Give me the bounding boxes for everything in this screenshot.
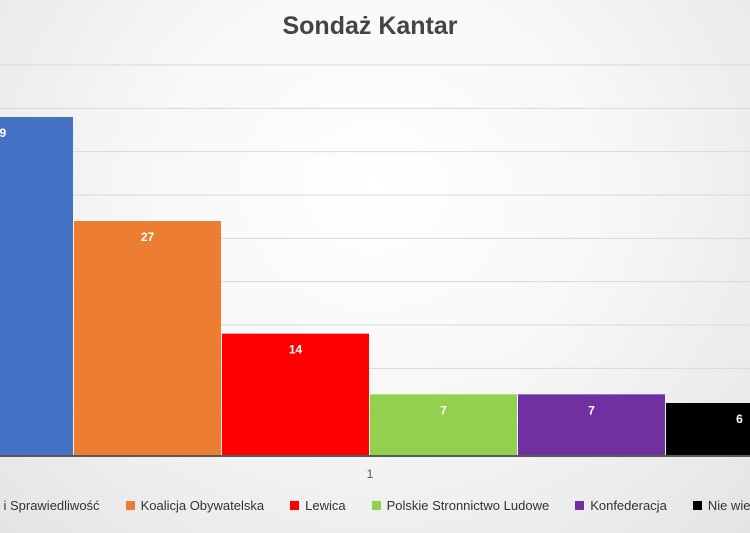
legend-label: Koalicja Obywatelska xyxy=(140,498,265,513)
chart-title: Sondaż Kantar xyxy=(282,12,458,40)
legend-label: Nie wiem xyxy=(707,498,750,513)
bar xyxy=(518,394,665,455)
bar xyxy=(0,117,73,455)
bar xyxy=(222,333,369,455)
legend-swatch xyxy=(692,501,702,510)
x-axis: 1 xyxy=(0,455,750,481)
legend-label: Lewica xyxy=(305,498,346,513)
legend-label: Polskie Stronnictwo Ludowe xyxy=(386,498,550,513)
legend-item: Nie wiem xyxy=(692,498,750,513)
legend-swatch xyxy=(371,501,381,510)
legend-label: Konfederacja xyxy=(590,498,667,513)
bar xyxy=(74,221,221,455)
legend-label: Prawo i Sprawiedliwość xyxy=(0,498,100,513)
bar xyxy=(666,403,750,455)
legend-item: Lewica xyxy=(290,498,346,513)
data-label: 7 xyxy=(440,403,447,417)
bars: 39 27 14 7 7 6 xyxy=(0,117,750,455)
data-label: 39 xyxy=(0,126,6,140)
legend-item: Polskie Stronnictwo Ludowe xyxy=(371,498,550,513)
legend: Prawo i Sprawiedliwość Koalicja Obywatels… xyxy=(0,498,750,513)
legend-item: Konfederacja xyxy=(575,498,667,513)
data-label: 14 xyxy=(289,343,303,357)
legend-swatch xyxy=(125,501,135,510)
x-tick-label: 1 xyxy=(367,467,374,481)
data-label: 6 xyxy=(736,412,743,426)
legend-swatch xyxy=(290,501,300,510)
legend-item: Prawo i Sprawiedliwość xyxy=(0,498,100,513)
data-label: 7 xyxy=(588,403,595,417)
data-label: 27 xyxy=(141,230,155,244)
bar xyxy=(370,394,517,455)
legend-swatch xyxy=(575,501,585,510)
legend-item: Koalicja Obywatelska xyxy=(125,498,265,513)
